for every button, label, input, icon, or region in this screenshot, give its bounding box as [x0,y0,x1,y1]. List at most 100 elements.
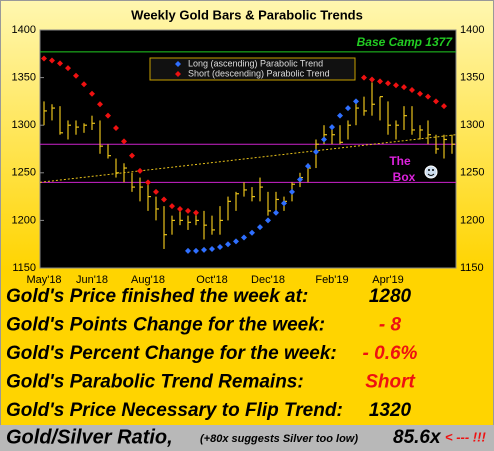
y2-tick-label: 1400 [460,24,484,36]
x-tick-label: Oct'18 [196,274,227,286]
row-label: Gold's Points Change for the week: [6,315,325,336]
parabolic-dot [305,163,311,170]
parabolic-dot [409,86,415,93]
parabolic-dot [137,167,143,174]
parabolic-dot [393,82,399,89]
parabolic-dot [209,245,215,252]
parabolic-dot [105,112,111,119]
y-tick-label: 1350 [12,72,36,84]
parabolic-dot [201,246,207,253]
parabolic-dot [65,65,71,72]
parabolic-dot [377,78,383,85]
y-tick-label: 1200 [12,214,36,226]
parabolic-dot [89,90,95,97]
parabolic-dot [193,209,199,216]
row-value: 1280 [369,286,412,307]
parabolic-dot [241,234,247,241]
parabolic-dot [385,80,391,87]
x-tick-label: Jun'18 [76,274,108,286]
reference-label: Base Camp 1377 [357,35,454,49]
parabolic-dot [129,152,135,159]
parabolic-dot [161,196,167,203]
parabolic-dot [153,188,159,195]
ratio-note: (+80x suggests Silver too low) [200,433,358,445]
parabolic-dot [145,179,151,186]
parabolic-dot [185,247,191,254]
parabolic-dot [41,55,47,62]
parabolic-dot [49,57,55,64]
parabolic-dot [217,244,223,251]
row-label: Gold's Parabolic Trend Remains: [6,372,304,393]
parabolic-dot [329,124,335,131]
parabolic-dot [97,101,103,108]
parabolic-dot [265,217,271,224]
row-value: Short [365,372,415,393]
legend-label: Short (descending) Parabolic Trend [188,68,330,78]
ratio-value: 85.6x [393,427,442,448]
parabolic-dot [257,224,263,231]
parabolic-dot [289,188,295,195]
parabolic-dot [337,112,343,119]
y2-tick-label: 1250 [460,167,484,179]
annotation-line: The [389,154,411,168]
ratio-alert: < --- !!! [445,429,486,444]
ratio-row-bg [0,425,494,451]
parabolic-dot [401,84,407,91]
row-label: Gold's Percent Change for the week: [6,343,337,364]
chart-title: Weekly Gold Bars & Parabolic Trends [131,7,363,22]
parabolic-dot [121,138,127,145]
parabolic-dot [313,148,319,155]
y-tick-label: 1250 [12,167,36,179]
row-value: - 8 [379,315,402,336]
parabolic-dot [233,238,239,245]
parabolic-dot [361,74,367,81]
parabolic-dot [297,176,303,183]
legend-marker [175,61,181,67]
parabolic-dot [369,76,375,83]
annotation-line: Box [393,170,416,184]
parabolic-dot [113,125,119,132]
parabolic-dot [225,241,231,248]
x-tick-label: Apr'19 [372,274,403,286]
y-tick-label: 1400 [12,24,36,36]
parabolic-dot [425,93,431,100]
row-label: Gold's Price Necessary to Flip Trend: [6,400,343,421]
ratio-label: Gold/Silver Ratio, [6,426,173,448]
y-tick-label: 1150 [12,262,36,274]
x-tick-label: Feb'19 [315,274,348,286]
x-tick-label: Dec'18 [251,274,285,286]
legend-label: Long (ascending) Parabolic Trend [188,58,323,68]
parabolic-dot [249,229,255,236]
parabolic-dot [433,98,439,105]
parabolic-dot [281,200,287,207]
annotation: The Box [389,154,415,184]
legend-box [149,57,356,81]
row-label: Gold's Price finished the week at: [6,286,308,307]
smiley-icon [424,165,438,179]
row-value: - 0.6% [363,343,418,364]
parabolic-dot [73,72,79,79]
legend-marker [175,71,181,77]
x-tick-label: May'18 [26,274,61,286]
parabolic-dot [321,136,327,143]
y-tick-label: 1300 [12,119,36,131]
trend-line [39,134,457,183]
parabolic-dot [57,60,63,67]
parabolic-dot [177,205,183,212]
parabolic-dot [417,90,423,97]
y2-tick-label: 1150 [460,262,484,274]
y2-tick-label: 1200 [460,214,484,226]
y2-tick-label: 1350 [460,72,484,84]
parabolic-dot [273,209,279,216]
parabolic-dot [345,105,351,112]
row-value: 1320 [369,400,412,421]
parabolic-dot [441,103,447,110]
parabolic-dot [185,207,191,214]
parabolic-dot [169,203,175,210]
y2-tick-label: 1300 [460,119,484,131]
parabolic-dot [193,247,199,254]
x-tick-label: Aug'18 [131,274,165,286]
parabolic-dot [81,81,87,88]
